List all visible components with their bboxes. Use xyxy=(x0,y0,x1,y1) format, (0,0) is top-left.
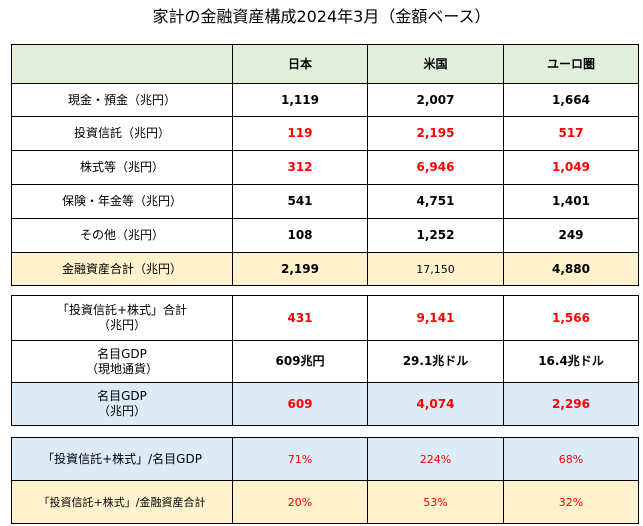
cell-us: 9,141 xyxy=(367,295,504,341)
table-row: 名目GDP （現地通貨） 609兆円 29.1兆ドル 16.4兆ドル xyxy=(11,340,639,383)
table-row: 「投資信託+株式」合計 （兆円） 431 9,141 1,566 xyxy=(11,295,639,341)
table-row: 保険・年金等（兆円） 541 4,751 1,401 xyxy=(11,184,639,219)
row-label: 名目GDP （現地通貨） xyxy=(11,340,233,383)
row-label: 「投資信託+株式」合計 （兆円） xyxy=(11,295,233,341)
row-label-line2: （兆円） xyxy=(97,404,146,418)
cell-euro: 1,401 xyxy=(503,184,639,219)
row-label-line1: 名目GDP xyxy=(97,389,147,403)
row-label-line2: （兆円） xyxy=(97,318,146,332)
row-label-line2: （現地通貨） xyxy=(85,361,158,376)
cell-japan: 312 xyxy=(232,150,368,185)
page-title: 家計の金融資産構成2024年3月（金額ベース） xyxy=(152,7,491,26)
row-label: 名目GDP （兆円） xyxy=(11,382,233,426)
gdp-table: 「投資信託+株式」合計 （兆円） 431 9,141 1,566 名目GDP （… xyxy=(11,295,639,426)
cell-japan: 2,199 xyxy=(232,252,368,286)
cell-us: 29.1兆ドル xyxy=(367,340,504,383)
cell-us: 2,007 xyxy=(367,83,504,117)
table-row: 現金・預金（兆円） 1,119 2,007 1,664 xyxy=(11,83,639,117)
header-blank xyxy=(11,44,233,84)
cell-japan: 71% xyxy=(232,437,368,481)
row-label-line1: 名目GDP xyxy=(97,346,147,361)
table-row: 株式等（兆円） 312 6,946 1,049 xyxy=(11,150,639,185)
cell-japan: 609兆円 xyxy=(232,340,368,383)
row-label: 現金・預金（兆円） xyxy=(11,83,233,117)
row-label: 「投資信託+株式」/金融資産合計 xyxy=(11,480,233,524)
cell-japan: 1,119 xyxy=(232,83,368,117)
cell-euro: 4,880 xyxy=(503,252,639,286)
header-row: 日本 米国 ユーロ圏 xyxy=(11,44,639,84)
cell-us: 2,195 xyxy=(367,116,504,151)
cell-euro: 32% xyxy=(503,480,639,524)
cell-us: 6,946 xyxy=(367,150,504,185)
cell-euro: 1,664 xyxy=(503,83,639,117)
total-row: 金融資産合計（兆円） 2,199 17,150 4,880 xyxy=(11,252,639,286)
table-row: 「投資信託+株式」/金融資産合計 20% 53% 32% xyxy=(11,480,639,524)
cell-euro: 2,296 xyxy=(503,382,639,426)
row-label: 保険・年金等（兆円） xyxy=(11,184,233,219)
row-label: 「投資信託+株式」/名目GDP xyxy=(11,437,233,481)
ratio-table: 「投資信託+株式」/名目GDP 71% 224% 68% 「投資信託+株式」/金… xyxy=(11,437,639,524)
asset-table: 日本 米国 ユーロ圏 現金・預金（兆円） 1,119 2,007 1,664 投… xyxy=(11,44,639,286)
cell-us: 4,751 xyxy=(367,184,504,219)
cell-euro: 1,566 xyxy=(503,295,639,341)
cell-japan: 609 xyxy=(232,382,368,426)
cell-us: 17,150 xyxy=(367,252,504,286)
table-row: 投資信託（兆円） 119 2,195 517 xyxy=(11,116,639,151)
cell-euro: 517 xyxy=(503,116,639,151)
cell-euro: 249 xyxy=(503,218,639,253)
row-label: 金融資産合計（兆円） xyxy=(11,252,233,286)
cell-japan: 20% xyxy=(232,480,368,524)
cell-us: 4,074 xyxy=(367,382,504,426)
cell-euro: 1,049 xyxy=(503,150,639,185)
cell-euro: 68% xyxy=(503,437,639,481)
row-label-line1: 「投資信託+株式」合計 xyxy=(56,303,188,317)
cell-japan: 431 xyxy=(232,295,368,341)
header-japan: 日本 xyxy=(232,44,368,84)
table-row: その他（兆円） 108 1,252 249 xyxy=(11,218,639,253)
table-row: 「投資信託+株式」/名目GDP 71% 224% 68% xyxy=(11,437,639,481)
cell-japan: 108 xyxy=(232,218,368,253)
cell-us: 1,252 xyxy=(367,218,504,253)
header-us: 米国 xyxy=(367,44,504,84)
cell-japan: 541 xyxy=(232,184,368,219)
table-row: 名目GDP （兆円） 609 4,074 2,296 xyxy=(11,382,639,426)
row-label: その他（兆円） xyxy=(11,218,233,253)
cell-us: 224% xyxy=(367,437,504,481)
row-label: 株式等（兆円） xyxy=(11,150,233,185)
cell-us: 53% xyxy=(367,480,504,524)
cell-euro: 16.4兆ドル xyxy=(503,340,639,383)
row-label: 投資信託（兆円） xyxy=(11,116,233,151)
cell-japan: 119 xyxy=(232,116,368,151)
header-euro: ユーロ圏 xyxy=(503,44,639,84)
